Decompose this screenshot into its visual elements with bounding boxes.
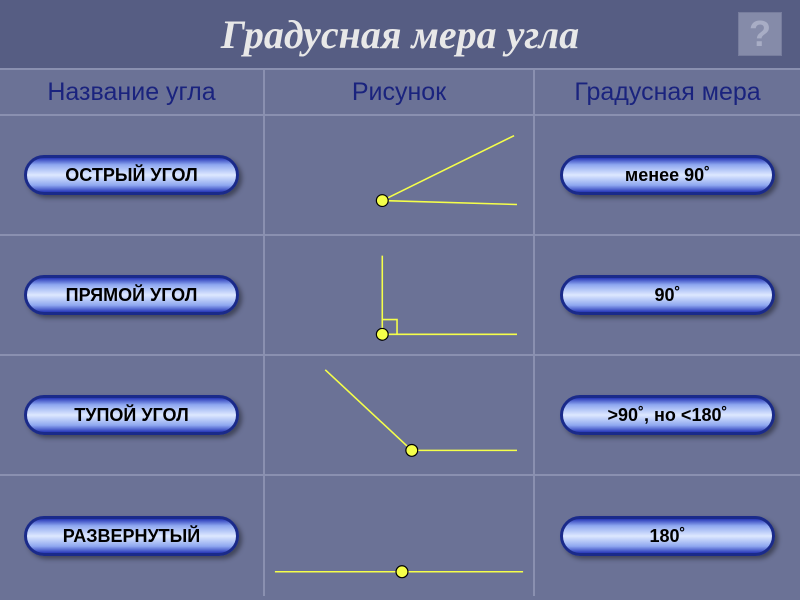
angle-name-pill[interactable]: ПРЯМОЙ УГОЛ bbox=[24, 275, 239, 315]
page-title: Градусная мера угла bbox=[221, 11, 579, 58]
help-button[interactable]: ? bbox=[738, 12, 782, 56]
cell-drawing bbox=[265, 236, 535, 354]
table-header: Название угла Рисунок Градусная мера bbox=[0, 70, 800, 116]
cell-drawing bbox=[265, 356, 535, 474]
angle-name-pill[interactable]: ОСТРЫЙ УГОЛ bbox=[24, 155, 239, 195]
cell-name: ТУПОЙ УГОЛ bbox=[0, 356, 265, 474]
angle-diagram bbox=[265, 116, 533, 234]
cell-measure: менее 90˚ bbox=[535, 116, 800, 234]
cell-measure: 180˚ bbox=[535, 476, 800, 596]
table-row: ПРЯМОЙ УГОЛ 90˚ bbox=[0, 236, 800, 356]
cell-measure: >90˚, но <180˚ bbox=[535, 356, 800, 474]
table-body: ОСТРЫЙ УГОЛ менее 90˚ПРЯМОЙ УГОЛ 90˚ТУПО… bbox=[0, 116, 800, 596]
angle-measure-pill[interactable]: 90˚ bbox=[560, 275, 775, 315]
angle-measure-pill[interactable]: >90˚, но <180˚ bbox=[560, 395, 775, 435]
cell-name: РАЗВЕРНУТЫЙ bbox=[0, 476, 265, 596]
angle-name-pill[interactable]: ТУПОЙ УГОЛ bbox=[24, 395, 239, 435]
header-drawing: Рисунок bbox=[265, 70, 535, 114]
header-measure: Градусная мера bbox=[535, 70, 800, 114]
angle-diagram bbox=[265, 356, 533, 474]
cell-drawing bbox=[265, 116, 535, 234]
angle-diagram bbox=[265, 236, 533, 354]
cell-measure: 90˚ bbox=[535, 236, 800, 354]
cell-name: ОСТРЫЙ УГОЛ bbox=[0, 116, 265, 234]
angle-name-pill[interactable]: РАЗВЕРНУТЫЙ bbox=[24, 516, 239, 556]
table-row: ОСТРЫЙ УГОЛ менее 90˚ bbox=[0, 116, 800, 236]
angle-diagram bbox=[265, 476, 533, 596]
cell-drawing bbox=[265, 476, 535, 596]
angle-measure-pill[interactable]: 180˚ bbox=[560, 516, 775, 556]
cell-name: ПРЯМОЙ УГОЛ bbox=[0, 236, 265, 354]
header-name: Название угла bbox=[0, 70, 265, 114]
angle-measure-pill[interactable]: менее 90˚ bbox=[560, 155, 775, 195]
table-row: РАЗВЕРНУТЫЙ 180˚ bbox=[0, 476, 800, 596]
title-bar: Градусная мера угла ? bbox=[0, 0, 800, 70]
table-row: ТУПОЙ УГОЛ >90˚, но <180˚ bbox=[0, 356, 800, 476]
